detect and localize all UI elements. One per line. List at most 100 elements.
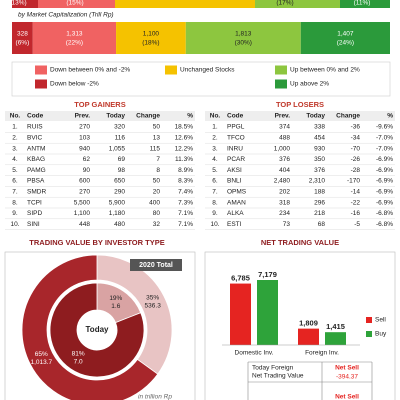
bar-label: 1,415: [326, 322, 345, 331]
table-cell: 480: [114, 221, 125, 228]
table-header: No.: [210, 113, 221, 120]
donut-value: 1,013.7: [30, 359, 52, 366]
table-cell: -22: [351, 199, 361, 206]
segment-value: 328: [17, 31, 28, 38]
table-cell: SINI: [27, 221, 40, 228]
table-cell: 80: [153, 210, 161, 217]
strip-segment: [12, 0, 38, 8]
legend-swatch: [366, 331, 372, 337]
strip-segment: [255, 0, 340, 8]
table-cell: -36: [351, 124, 361, 131]
table-cell: 4.: [212, 156, 218, 163]
table-cell: 9.: [12, 210, 18, 217]
table-cell: 4.: [12, 156, 18, 163]
table-cell: PPGL: [227, 124, 245, 131]
table-cell: -26: [351, 156, 361, 163]
table-cell: SMDR: [27, 189, 46, 196]
table-cell: 650: [114, 178, 125, 185]
top-strip: [12, 0, 390, 8]
table-cell: 12.2%: [175, 145, 194, 152]
donut-share: 19%: [109, 295, 122, 302]
market-cap-title: by Market Capitalization (Trill Rp): [18, 12, 114, 19]
table-cell: 12.6%: [175, 135, 194, 142]
table-cell: PCAR: [227, 156, 245, 163]
table-cell: -5: [354, 221, 360, 228]
table-cell: 6.: [212, 178, 218, 185]
panel: [204, 251, 396, 400]
strip-label: (13%): [9, 0, 26, 7]
table-header-bg: [5, 111, 195, 121]
table-cell: -14: [351, 189, 361, 196]
table-cell: 488: [279, 135, 290, 142]
segment-share: (6%): [16, 40, 30, 47]
table-cell: TFCO: [227, 135, 245, 142]
legend-swatch: [275, 79, 287, 89]
table-cell: 600: [79, 178, 90, 185]
table-cell: 338: [314, 124, 325, 131]
table-cell: SIPD: [27, 210, 42, 217]
legend-swatch: [35, 79, 47, 89]
table-cell: 5.: [212, 167, 218, 174]
table-cell: 374: [279, 124, 290, 131]
section-title: TRADING VALUE BY INVESTOR TYPE: [29, 238, 164, 247]
table-cell: TCPI: [27, 199, 42, 206]
summary-status: Net Sell: [335, 394, 359, 400]
table-cell: 202: [279, 189, 290, 196]
market-cap-segment: [116, 22, 186, 54]
table-cell: INRU: [227, 145, 243, 152]
legend-label: Buy: [375, 331, 387, 338]
segment-share: (30%): [235, 40, 252, 47]
table-cell: -6.9%: [376, 189, 393, 196]
segment-share: (24%): [337, 40, 354, 47]
center-label: Today: [86, 325, 110, 334]
table-cell: 7.: [12, 189, 18, 196]
donut-segment: [49, 282, 145, 378]
legend-swatch: [35, 65, 47, 75]
table-cell: -6.8%: [376, 221, 393, 228]
summary-status: Net Sell: [335, 365, 359, 372]
bar-label: 7,179: [258, 270, 277, 279]
strip-label: (15%): [66, 0, 83, 7]
table-cell: -34: [351, 135, 361, 142]
category-label: Domestic Inv.: [235, 350, 274, 357]
table-cell: KBAG: [27, 156, 45, 163]
bar-label: 1,809: [299, 319, 318, 328]
table-cell: 69: [118, 156, 126, 163]
table-cell: 7.1%: [178, 221, 193, 228]
table-cell: 5.: [12, 167, 18, 174]
table-cell: 5,900: [109, 199, 126, 206]
donut-share: 65%: [35, 351, 48, 358]
table-header-bg: [205, 111, 395, 121]
table-cell: 404: [279, 167, 290, 174]
table-cell: -70: [351, 145, 361, 152]
table-cell: 188: [314, 189, 325, 196]
summary-label: Today Foreign: [252, 365, 294, 372]
table-cell: 7.4%: [178, 189, 193, 196]
table-cell: 218: [314, 210, 325, 217]
legend-label: Unchanged Stocks: [180, 67, 235, 74]
table-header: No.: [10, 113, 21, 120]
table-cell: 73: [283, 221, 291, 228]
bar: [230, 283, 251, 345]
segment-value: 1,313: [66, 31, 83, 38]
table-cell: 98: [118, 167, 126, 174]
table-cell: 8.: [212, 199, 218, 206]
table-cell: 448: [79, 221, 90, 228]
table-header: Prev.: [275, 113, 291, 120]
table-cell: 90: [83, 167, 91, 174]
table-header: Today: [306, 113, 325, 120]
table-cell: 7.: [212, 189, 218, 196]
table-cell: 62: [83, 156, 91, 163]
table-cell: 270: [79, 124, 90, 131]
table-cell: 32: [153, 221, 161, 228]
panel: [4, 251, 196, 400]
market-cap-segment: [300, 22, 390, 54]
table-cell: 930: [314, 145, 325, 152]
category-label: Foreign Inv.: [305, 350, 339, 357]
table-cell: -6.8%: [376, 210, 393, 217]
table-cell: 318: [279, 199, 290, 206]
table-cell: ANTM: [27, 145, 45, 152]
table-header: Change: [336, 113, 360, 120]
table-cell: 2.: [12, 135, 18, 142]
